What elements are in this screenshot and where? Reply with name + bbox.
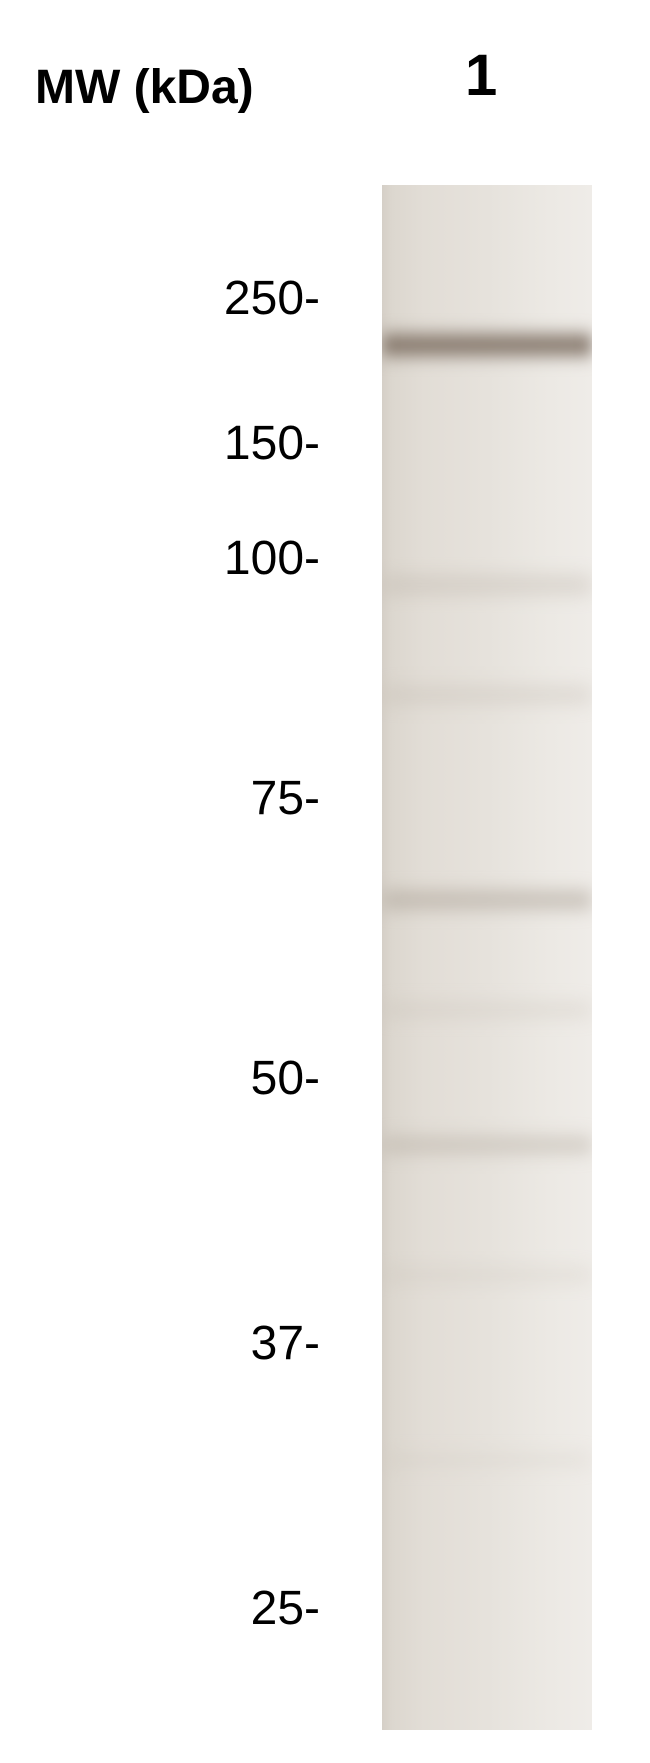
blot-band-1 <box>382 570 592 600</box>
blot-band-4 <box>382 998 592 1022</box>
blot-band-5 <box>382 1130 592 1160</box>
mw-marker-5: 37- <box>0 1316 320 1371</box>
blot-band-2 <box>382 681 592 709</box>
mw-header-label: MW (kDa) <box>35 60 254 115</box>
blot-band-0 <box>382 326 592 364</box>
mw-marker-6: 25- <box>0 1581 320 1636</box>
mw-marker-0: 250- <box>0 271 320 326</box>
mw-marker-1: 150- <box>0 416 320 471</box>
mw-marker-4: 50- <box>0 1051 320 1106</box>
blot-band-7 <box>382 1448 592 1472</box>
mw-marker-3: 75- <box>0 771 320 826</box>
blot-band-3 <box>382 884 592 916</box>
blot-band-6 <box>382 1263 592 1287</box>
blot-lane-1 <box>382 185 592 1730</box>
mw-marker-2: 100- <box>0 531 320 586</box>
lane-header-label: 1 <box>465 42 497 109</box>
